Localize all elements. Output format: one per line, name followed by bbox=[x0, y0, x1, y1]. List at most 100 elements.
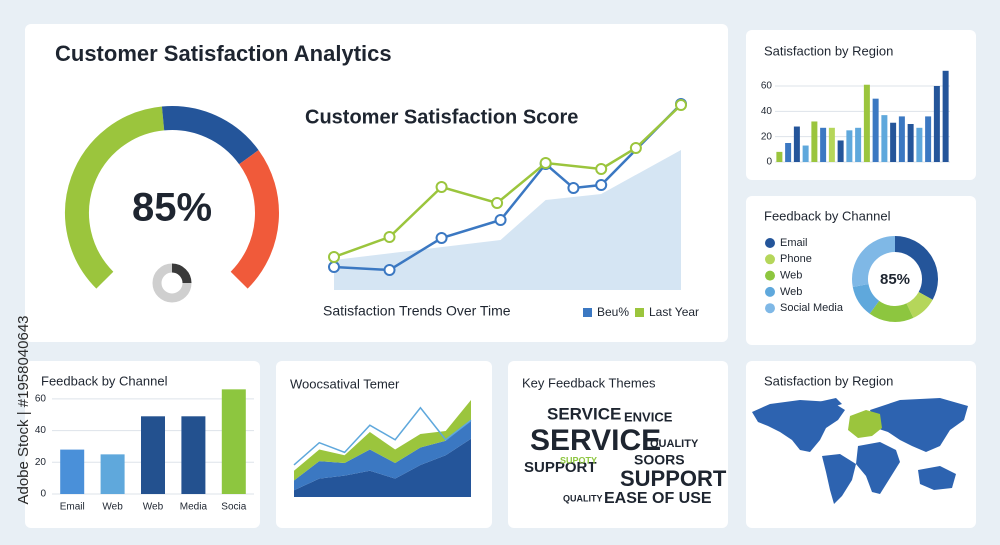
line bbox=[293, 406, 472, 466]
legend-swatch bbox=[765, 270, 775, 281]
slice bbox=[230, 150, 279, 289]
map-land bbox=[856, 442, 900, 494]
map-land bbox=[870, 398, 968, 452]
area-layer bbox=[294, 419, 471, 491]
x-tick-label: Socia bbox=[221, 502, 246, 513]
marker bbox=[494, 214, 507, 226]
gauge-label: 85% bbox=[132, 186, 212, 230]
bar bbox=[785, 143, 792, 162]
bar bbox=[221, 389, 246, 494]
word: SUPPORT bbox=[620, 466, 727, 491]
marker bbox=[567, 182, 580, 194]
marker bbox=[328, 251, 340, 263]
bar bbox=[837, 140, 844, 162]
bar bbox=[802, 145, 809, 162]
y-tick-label: 20 bbox=[35, 457, 47, 468]
bar bbox=[890, 122, 897, 162]
chart-title: Key Feedback Themes bbox=[522, 375, 656, 390]
map-highlight bbox=[848, 410, 882, 438]
slice bbox=[65, 106, 165, 289]
x-tick-label: Media bbox=[180, 502, 208, 513]
bar bbox=[846, 130, 853, 162]
slice bbox=[171, 263, 192, 284]
marker bbox=[435, 232, 448, 244]
legend-label: Email bbox=[780, 237, 808, 249]
slice bbox=[161, 106, 259, 165]
slice bbox=[894, 236, 938, 300]
map-land bbox=[822, 454, 856, 504]
chart-title: Woocsatival Temer bbox=[290, 376, 400, 391]
slice bbox=[152, 263, 192, 303]
legend-label: Phone bbox=[780, 253, 812, 265]
bar bbox=[898, 116, 905, 162]
word: SERVICE bbox=[530, 424, 661, 457]
bar bbox=[141, 416, 165, 494]
x-tick-label: Email bbox=[60, 502, 85, 513]
bar bbox=[916, 127, 923, 162]
map-land bbox=[752, 400, 845, 452]
y-tick-label: 60 bbox=[761, 81, 773, 92]
word: QUALITY bbox=[563, 493, 603, 503]
world-map bbox=[752, 398, 968, 504]
legend-label: Social Media bbox=[780, 302, 844, 314]
word: EASE OF USE bbox=[604, 490, 712, 507]
y-tick-label: 60 bbox=[35, 393, 47, 404]
slice bbox=[852, 236, 896, 288]
y-tick-label: 0 bbox=[766, 157, 772, 168]
bar bbox=[776, 151, 783, 162]
x-tick-label: Web bbox=[102, 502, 123, 513]
chart-title: Feedback by Channel bbox=[764, 208, 891, 223]
slice bbox=[852, 283, 880, 314]
legend-swatch bbox=[635, 308, 644, 317]
area bbox=[334, 150, 681, 290]
word: SUPPORT bbox=[524, 459, 597, 476]
map-land bbox=[818, 398, 842, 408]
marker bbox=[383, 231, 396, 243]
legend-label: Web bbox=[780, 286, 802, 298]
chart-title: Feedback by Channel bbox=[41, 373, 168, 388]
marker bbox=[435, 181, 448, 193]
bar bbox=[60, 449, 85, 494]
bar bbox=[925, 116, 932, 162]
bar bbox=[793, 126, 800, 162]
line bbox=[333, 104, 682, 259]
marker bbox=[675, 99, 687, 111]
area-layer bbox=[294, 400, 471, 481]
watermark: Adobe Stock | #1958040643 bbox=[15, 315, 32, 504]
legend-swatch bbox=[583, 308, 592, 317]
dashboard-title: Customer Satisfaction Analytics bbox=[55, 41, 392, 66]
y-tick-label: 0 bbox=[40, 489, 46, 500]
word: SUPOTY bbox=[560, 455, 597, 465]
marker bbox=[595, 179, 608, 191]
legend-swatch bbox=[765, 254, 775, 265]
marker bbox=[629, 142, 642, 154]
marker bbox=[383, 264, 396, 276]
y-tick-label: 40 bbox=[35, 425, 47, 436]
y-tick-label: 20 bbox=[761, 131, 773, 142]
legend-label: Beu% bbox=[597, 305, 629, 319]
bar bbox=[872, 98, 879, 162]
bar bbox=[820, 127, 827, 162]
slice bbox=[906, 291, 933, 318]
marker bbox=[328, 261, 340, 273]
area-layer bbox=[294, 438, 471, 497]
chart-title: Satisfaction by Region bbox=[764, 43, 893, 58]
bar bbox=[855, 127, 862, 162]
word: SERVICE bbox=[547, 404, 621, 423]
bar bbox=[828, 127, 835, 162]
legend-label: Last Year bbox=[649, 305, 699, 319]
chart-title: Satisfaction by Region bbox=[764, 373, 893, 388]
bar bbox=[811, 121, 818, 162]
bar bbox=[933, 86, 940, 162]
marker bbox=[595, 163, 608, 175]
legend-swatch bbox=[765, 303, 775, 314]
word: QUALITY bbox=[650, 438, 699, 450]
marker bbox=[491, 197, 504, 209]
themes-panel bbox=[508, 361, 728, 528]
bar bbox=[863, 84, 870, 162]
map-land bbox=[918, 466, 956, 490]
chart-subtitle: Satisfaction Trends Over Time bbox=[323, 303, 511, 319]
bar bbox=[100, 454, 125, 494]
x-tick-label: Web bbox=[143, 502, 164, 513]
